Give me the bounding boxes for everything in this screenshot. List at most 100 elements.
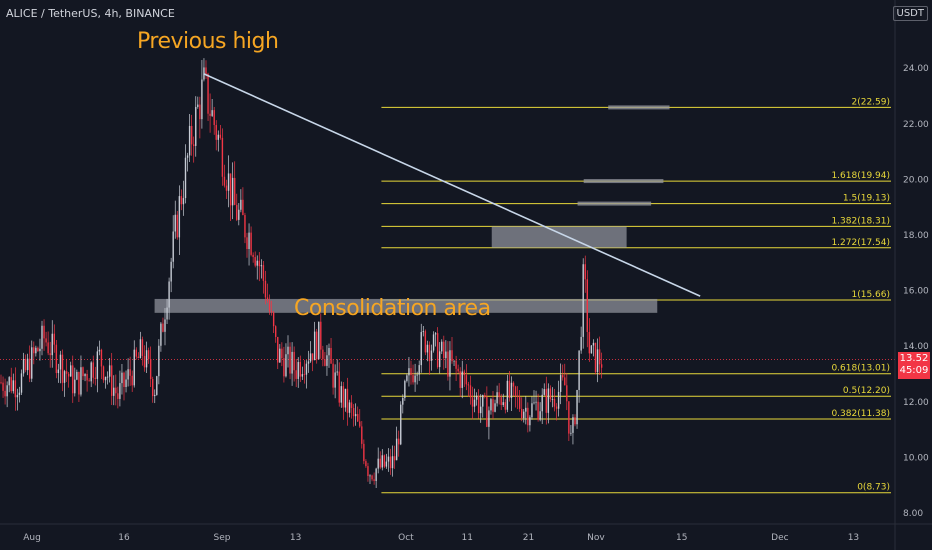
- candle-body: [268, 301, 271, 312]
- candle-body: [559, 375, 562, 392]
- candle-body: [459, 371, 461, 388]
- candle-body: [473, 399, 476, 407]
- candle-body: [510, 382, 513, 398]
- candle-body: [441, 341, 443, 352]
- candle-body: [400, 404, 402, 445]
- candle-body: [262, 265, 265, 281]
- symbol-title[interactable]: ALICE / TetherUS, 4h, BINANCE: [6, 7, 175, 20]
- candle-body: [225, 185, 228, 191]
- candle-body: [119, 383, 121, 399]
- candle-body: [387, 456, 390, 462]
- candle-body: [205, 67, 207, 74]
- y-axis[interactable]: 8.00 10.00 12.00 14.00 16.00 18.00 20.00 22.00 2…: [894, 0, 929, 550]
- candle-body: [96, 351, 99, 379]
- candle-body: [270, 311, 273, 313]
- candle-body: [467, 384, 470, 386]
- candle-body: [186, 155, 189, 158]
- candle-body: [512, 382, 515, 387]
- x-tick-label: 21: [523, 533, 534, 543]
- candle-body: [0, 382, 2, 384]
- consolidation-annotation: Consolidation area: [294, 296, 491, 321]
- candle-body: [311, 353, 314, 361]
- candle-body: [108, 365, 111, 377]
- candle-body: [518, 396, 521, 409]
- candle-body: [402, 397, 404, 405]
- x-axis[interactable]: Aug 16 Sep 13 Oct 11 21 Nov 15 Dec 13: [0, 523, 932, 543]
- candle-body: [430, 350, 433, 361]
- candle-body: [141, 339, 144, 356]
- candle-body: [445, 351, 447, 359]
- candle-body: [213, 110, 215, 126]
- candle-body: [55, 344, 58, 374]
- candle-body: [309, 353, 312, 362]
- fib-label: 1.382(18.31): [831, 216, 890, 226]
- candle-body: [244, 215, 246, 238]
- candle-body: [283, 358, 285, 377]
- candle-body: [29, 358, 31, 379]
- candle-body: [41, 325, 43, 349]
- trendline[interactable]: [203, 73, 701, 297]
- candle-body: [566, 385, 568, 402]
- candle-body: [338, 371, 340, 403]
- candle-body: [453, 360, 455, 362]
- candle-body: [123, 372, 125, 388]
- candle-body: [443, 341, 445, 359]
- zones: [154, 105, 670, 313]
- candle-body: [121, 372, 123, 384]
- candle-body: [133, 349, 135, 386]
- candle-body: [371, 475, 373, 480]
- candle-body: [521, 408, 523, 419]
- candle-body: [340, 386, 342, 403]
- y-tick-label: 16.00: [903, 287, 929, 297]
- candle-body: [256, 260, 258, 266]
- candle-body: [367, 466, 369, 477]
- candle-body: [600, 364, 603, 368]
- zone-target-2: [608, 105, 670, 110]
- candle-body: [305, 363, 308, 375]
- candle-body: [70, 365, 72, 377]
- x-tick-label: 13: [290, 533, 301, 543]
- candle-body: [92, 362, 94, 378]
- candle-body: [137, 356, 140, 359]
- candle-body: [45, 338, 47, 343]
- candle-body: [484, 395, 486, 397]
- x-tick-label: Oct: [398, 533, 414, 543]
- candle-body: [188, 125, 191, 156]
- candle-body: [176, 214, 178, 238]
- candle-body: [357, 414, 359, 422]
- candle-body: [180, 196, 183, 205]
- candle-body: [469, 385, 472, 398]
- candle-body: [170, 261, 172, 282]
- candle-body: [229, 173, 232, 206]
- candle-body: [359, 421, 361, 427]
- candle-body: [147, 350, 150, 360]
- candle-body: [594, 342, 597, 373]
- candle-body: [508, 380, 511, 398]
- candle-body: [51, 333, 53, 356]
- candle-body: [164, 319, 166, 332]
- zone-target-1.272: [491, 226, 627, 248]
- candle-body: [480, 406, 482, 414]
- candle-body: [553, 398, 556, 407]
- candle-body: [303, 374, 306, 375]
- candle-body: [439, 351, 441, 368]
- candle-body: [564, 377, 566, 386]
- candle-body: [82, 367, 84, 377]
- currency-label[interactable]: USDT: [892, 6, 928, 21]
- candle-body: [152, 379, 154, 397]
- candle-body: [502, 402, 504, 406]
- candle-body: [156, 376, 158, 395]
- previous-high-annotation: Previous high: [137, 29, 279, 54]
- candles: [0, 58, 603, 488]
- fib-label: 1.272(17.54): [831, 238, 890, 248]
- candle-body: [104, 376, 107, 381]
- x-tick-label: 11: [462, 533, 473, 543]
- candle-body: [100, 349, 103, 367]
- candle-body: [43, 325, 45, 339]
- candle-body: [328, 347, 330, 356]
- candle-body: [139, 339, 142, 359]
- candle-body: [506, 380, 509, 410]
- candle-body: [158, 345, 160, 377]
- candle-body: [2, 382, 4, 391]
